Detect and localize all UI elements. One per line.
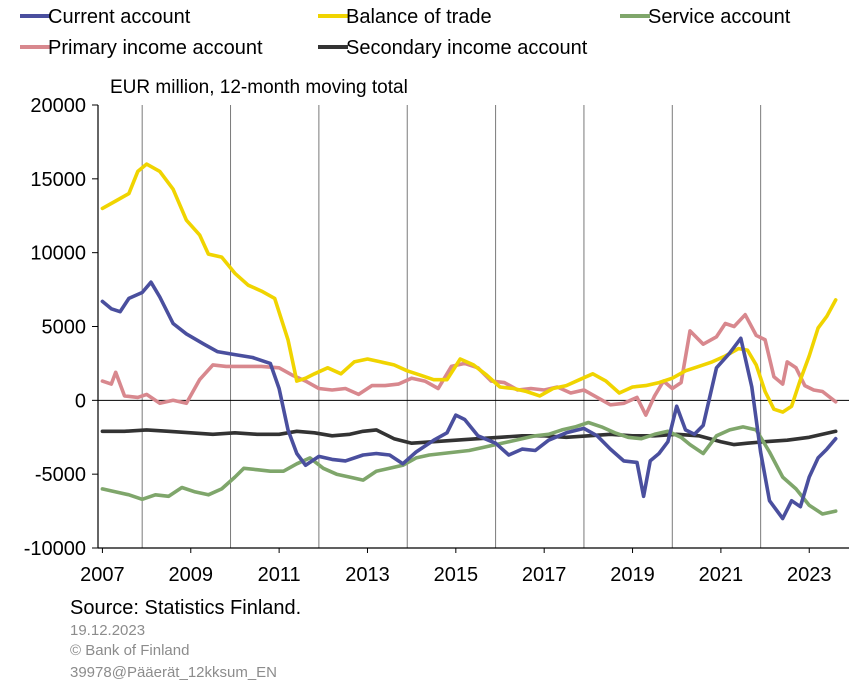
y-tick-label: -10000 xyxy=(24,538,86,560)
x-tick-label: 2009 xyxy=(169,564,214,586)
plot-area: -10000 -5000 0 5000 10000 15000 20000 2007 2009 2… xyxy=(24,95,849,586)
x-tick-label: 2019 xyxy=(610,564,655,586)
x-tick-label: 2011 xyxy=(258,564,301,586)
x-tick-label: 2023 xyxy=(787,564,832,586)
publication-date: 19.12.2023 xyxy=(70,622,146,639)
legend-label: Current account xyxy=(48,6,191,28)
x-tick-label: 2017 xyxy=(522,564,567,586)
legend-label: Service account xyxy=(648,6,791,28)
series-line-secondary-income-account xyxy=(100,428,838,447)
y-tick-label: 10000 xyxy=(30,243,86,265)
x-tick-label: 2015 xyxy=(434,564,479,586)
x-tick-label: 2007 xyxy=(80,564,125,586)
series-line-balance-of-trade xyxy=(100,162,838,414)
line-chart: Current account Balance of trade Service a… xyxy=(20,6,849,586)
y-tick-label: -5000 xyxy=(35,464,86,486)
y-tick-label: 20000 xyxy=(30,95,86,117)
legend-label: Secondary income account xyxy=(346,37,588,59)
copyright-note: © Bank of Finland xyxy=(70,642,190,659)
series-line-current-account xyxy=(100,280,838,521)
x-tick-label: 2013 xyxy=(345,564,390,586)
unit-label: EUR million, 12-month moving total xyxy=(110,77,408,98)
source-note: Source: Statistics Finland. xyxy=(70,597,302,619)
legend-label: Primary income account xyxy=(48,37,263,59)
legend: Current account Balance of trade Service a… xyxy=(20,6,791,59)
y-tick-label: 15000 xyxy=(30,169,86,191)
y-tick-label: 0 xyxy=(75,390,86,412)
legend-label: Balance of trade xyxy=(346,6,492,28)
y-tick-label: 5000 xyxy=(42,317,87,339)
series-line-primary-income-account xyxy=(100,312,838,417)
chart-code: 39978@Pääerät_12kksum_EN xyxy=(70,664,278,681)
series-line-service-account xyxy=(100,420,838,516)
x-tick-label: 2021 xyxy=(699,564,744,586)
